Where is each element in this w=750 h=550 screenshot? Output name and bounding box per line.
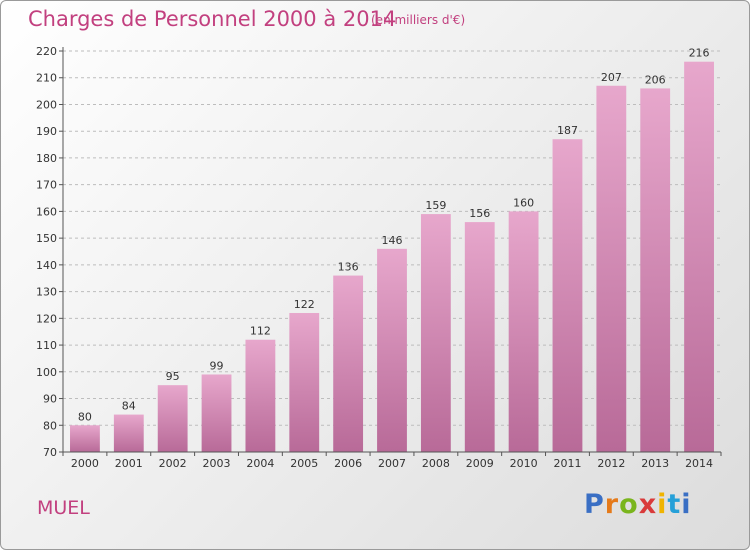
x-tick-label-2011: 2011 xyxy=(553,457,581,470)
y-tick-label: 160 xyxy=(36,205,57,218)
value-label-2011: 187 xyxy=(557,124,578,137)
proxiti-logo: Proxiti xyxy=(584,489,692,520)
value-label-2014: 216 xyxy=(689,47,710,60)
value-label-2007: 146 xyxy=(382,234,403,247)
value-label-2012: 207 xyxy=(601,71,622,84)
bar-2004 xyxy=(245,339,276,452)
value-label-2009: 156 xyxy=(469,207,490,220)
y-tick-label: 200 xyxy=(36,98,57,111)
y-tick-label: 100 xyxy=(36,366,57,379)
x-tick-label-2001: 2001 xyxy=(115,457,143,470)
y-tick-label: 150 xyxy=(36,232,57,245)
x-tick-label-2002: 2002 xyxy=(159,457,187,470)
value-label-2013: 206 xyxy=(645,73,666,86)
value-label-2005: 122 xyxy=(294,298,315,311)
bar-2000 xyxy=(70,425,100,452)
value-label-2002: 95 xyxy=(166,370,180,383)
bar-2005 xyxy=(289,312,320,452)
commune-name: MUEL xyxy=(37,497,90,519)
y-tick-label: 180 xyxy=(36,152,57,165)
bar-2002 xyxy=(157,385,188,452)
bar-2001 xyxy=(113,414,144,452)
chart-title: Charges de Personnel 2000 à 2014 xyxy=(28,7,397,31)
x-tick-label-2013: 2013 xyxy=(641,457,669,470)
x-tick-label-2003: 2003 xyxy=(203,457,231,470)
value-label-2008: 159 xyxy=(425,199,446,212)
x-tick-label-2000: 2000 xyxy=(71,457,99,470)
y-tick-label: 130 xyxy=(36,286,57,299)
axes: 7080901001101201301401501601701801902002… xyxy=(36,45,722,470)
x-tick-label-2014: 2014 xyxy=(685,457,713,470)
bar-2013 xyxy=(640,88,671,452)
bar-2008 xyxy=(420,214,451,452)
value-label-2003: 99 xyxy=(210,359,224,372)
x-tick-label-2012: 2012 xyxy=(597,457,625,470)
bar-2011 xyxy=(552,139,583,452)
x-tick-label-2004: 2004 xyxy=(246,457,274,470)
y-tick-label: 140 xyxy=(36,259,57,272)
unit-note: (en milliers d'€) xyxy=(371,13,466,27)
x-tick-label-2010: 2010 xyxy=(510,457,538,470)
value-label-2010: 160 xyxy=(513,196,534,209)
y-tick-label: 190 xyxy=(36,125,57,138)
bar-2009 xyxy=(464,222,495,452)
x-tick-label-2007: 2007 xyxy=(378,457,406,470)
y-tick-label: 70 xyxy=(43,446,57,459)
y-tick-label: 170 xyxy=(36,179,57,192)
x-tick-label-2008: 2008 xyxy=(422,457,450,470)
value-label-2000: 80 xyxy=(78,410,92,423)
bars: 80 84 95 99 112 122 136 146 159 156 160 187 207 206 21… xyxy=(70,47,714,453)
bar-2003 xyxy=(201,374,232,452)
y-tick-label: 80 xyxy=(43,419,57,432)
bar-2012 xyxy=(596,85,627,453)
bar-2007 xyxy=(377,248,407,452)
y-tick-label: 120 xyxy=(36,312,57,325)
x-tick-label-2006: 2006 xyxy=(334,457,362,470)
y-tick-label: 220 xyxy=(36,45,57,58)
y-tick-label: 210 xyxy=(36,72,57,85)
bar-2010 xyxy=(508,211,539,452)
value-label-2004: 112 xyxy=(250,325,271,338)
x-tick-label-2009: 2009 xyxy=(466,457,494,470)
bar-2006 xyxy=(333,275,364,452)
x-tick-label-2005: 2005 xyxy=(290,457,318,470)
y-tick-label: 90 xyxy=(43,393,57,406)
value-label-2006: 136 xyxy=(338,261,359,274)
value-label-2001: 84 xyxy=(122,400,136,413)
y-tick-label: 110 xyxy=(36,339,57,352)
bar-2014 xyxy=(684,61,714,453)
